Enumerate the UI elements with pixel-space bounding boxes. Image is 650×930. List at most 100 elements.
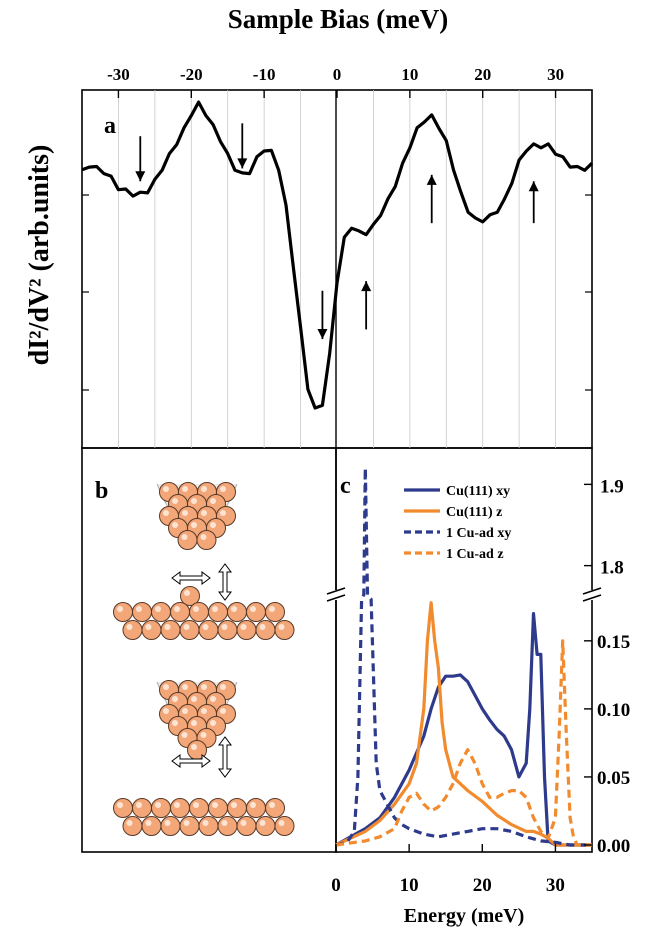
y-tick-label-right: 0.10 — [597, 700, 630, 721]
atom-highlight — [259, 624, 266, 630]
cu-atom — [113, 602, 133, 622]
cu-atom — [208, 602, 228, 622]
atom-highlight — [136, 606, 142, 612]
atom-highlight — [181, 732, 188, 738]
atom-highlight — [191, 522, 197, 528]
tip-bottom — [156, 680, 238, 760]
atom-highlight — [202, 820, 209, 826]
panel-c-series — [335, 466, 592, 847]
atom-highlight — [126, 820, 133, 826]
vertical-vibration-arrow-bottom — [218, 736, 232, 778]
series-line-a-0 — [81, 100, 594, 410]
x-tick-label-top: -10 — [253, 65, 276, 84]
atom-highlight — [269, 802, 275, 808]
panel-c-tick-labels: 0 10 20 30 0.00 0.05 0.10 0.15 1.8 1.9 — [331, 476, 630, 896]
atom-highlight — [164, 624, 171, 630]
atom-highlight — [172, 522, 178, 528]
atom-highlight — [212, 606, 218, 612]
atom-highlight — [136, 802, 142, 808]
atom-highlight — [193, 606, 199, 612]
legend-label: Cu(111) xy — [446, 484, 510, 499]
legend-label: 1 Cu-ad z — [446, 547, 504, 562]
cu-atom — [236, 816, 257, 836]
cu-atom — [132, 602, 152, 622]
atom-highlight — [191, 498, 197, 504]
cu-atom — [198, 816, 219, 836]
atom-highlight — [155, 802, 161, 808]
atom-highlight — [221, 624, 228, 630]
panel-c-axis-break — [326, 587, 602, 602]
atom-highlight — [250, 802, 256, 808]
cu-atom — [265, 798, 285, 818]
panel-c-legend: Cu(111) xy Cu(111) z 1 Cu-ad xy 1 Cu-ad z — [404, 484, 511, 562]
x-tick-label-top: -20 — [180, 65, 203, 84]
atom-highlight — [182, 708, 188, 714]
cu-atom — [177, 530, 198, 550]
x-tick-label-top: 30 — [547, 65, 564, 84]
panel-a-frame — [81, 89, 593, 449]
cu-atom — [196, 530, 217, 550]
atom-highlight — [202, 624, 209, 630]
atom-highlight — [145, 820, 152, 826]
x-tick-label-bottom: 10 — [400, 875, 419, 896]
panel-b-illustration — [113, 482, 295, 836]
cu-atom — [227, 798, 247, 818]
atom-highlight — [163, 708, 169, 714]
atom-highlight — [210, 720, 216, 726]
atom-highlight — [201, 684, 207, 690]
axis-break-mark — [582, 594, 602, 602]
y-axis-title: dI²/dV² (arb.units) — [24, 145, 55, 366]
atom-highlight — [201, 510, 207, 516]
atom-highlight — [163, 486, 169, 492]
cu-atom — [208, 798, 228, 818]
atom-highlight — [126, 624, 133, 630]
atom-highlight — [220, 510, 226, 516]
x-tick-label-bottom: 20 — [473, 875, 492, 896]
series-line-c-2 — [335, 466, 592, 847]
atom-highlight — [172, 498, 178, 504]
atom-highlight — [117, 606, 123, 612]
cu-atom — [255, 620, 276, 640]
atom-highlight — [269, 606, 275, 612]
atom-highlight — [155, 606, 161, 612]
atom-highlight — [278, 820, 285, 826]
atom-highlight — [220, 486, 226, 492]
atom-highlight — [164, 820, 171, 826]
y-tick-label-right: 0.00 — [597, 836, 630, 857]
cu-atom — [217, 620, 238, 640]
atom-highlight — [201, 486, 207, 492]
cu-atom — [217, 816, 238, 836]
cu-atom — [189, 602, 209, 622]
annotation-arrow-5 — [426, 174, 437, 224]
atom-highlight — [278, 624, 285, 630]
atom-highlight — [201, 708, 207, 714]
annotation-arrow-1 — [135, 136, 146, 182]
top-axis-title: Sample Bias (meV) — [228, 4, 448, 34]
cu-atom — [113, 798, 133, 818]
atom-highlight — [182, 510, 188, 516]
atom-highlight — [117, 802, 123, 808]
panel-a-series — [81, 100, 594, 410]
annotation-arrow-4 — [361, 281, 372, 330]
cu-atom — [170, 798, 190, 818]
cu-atom — [265, 602, 285, 622]
x-tick-label-top: 10 — [401, 65, 418, 84]
lateral-vibration-arrow-top — [171, 571, 211, 585]
x-tick-label-bottom: 30 — [546, 875, 565, 896]
series-line-c-3 — [335, 639, 592, 847]
atom-highlight — [210, 522, 216, 528]
atom-highlight — [220, 708, 226, 714]
atom-highlight — [210, 696, 216, 702]
atom-highlight — [259, 820, 266, 826]
surface-top — [113, 602, 295, 640]
annotation-arrow-6 — [528, 181, 539, 224]
adatom — [180, 586, 200, 606]
cu-atom — [151, 798, 171, 818]
atom-highlight — [182, 684, 188, 690]
x-tick-label-top: 20 — [474, 65, 491, 84]
atom-highlight — [220, 684, 226, 690]
cu-atom — [122, 620, 143, 640]
atom-highlight — [184, 590, 190, 596]
y-tick-label-right: 1.8 — [600, 558, 624, 579]
y-tick-label-right: 0.05 — [597, 768, 630, 789]
